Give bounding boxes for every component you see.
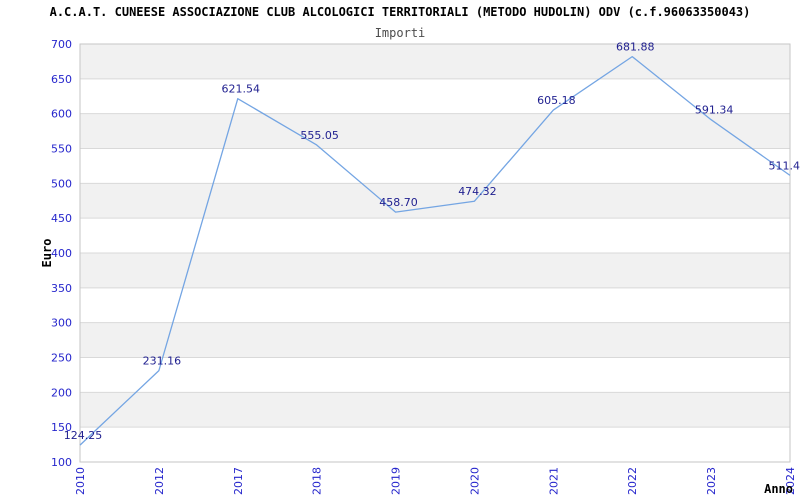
grid-group [80, 78, 790, 428]
y-tick-label: 400 [51, 247, 72, 260]
series-line [79, 55, 791, 446]
y-tick-label: 500 [51, 177, 72, 190]
plot-band [80, 392, 790, 428]
plot-band [80, 44, 790, 79]
y-tick-label: 100 [51, 456, 72, 469]
point-label: 591.34 [695, 104, 734, 117]
point-label: 681.88 [616, 41, 655, 54]
y-tick-label: 150 [51, 421, 72, 434]
y-tick-label: 600 [51, 108, 72, 121]
plot-band [80, 183, 790, 219]
x-tick-label: 2019 [390, 467, 403, 495]
chart-title: A.C.A.T. CUNEESE ASSOCIAZIONE CLUB ALCOL… [49, 5, 751, 19]
x-tick-label: 2020 [468, 467, 481, 495]
point-label: 621.54 [222, 83, 261, 96]
band-group [80, 44, 790, 428]
point-label: 474.32 [458, 185, 497, 198]
y-tick-label: 250 [51, 352, 72, 365]
x-axis-title: Anno [764, 482, 793, 496]
point-label: 458.70 [379, 196, 418, 209]
y-tick-label: 200 [51, 386, 72, 399]
plot-border [79, 43, 791, 463]
x-tick-label: 2012 [153, 467, 166, 495]
y-tick-label: 650 [51, 73, 72, 86]
plot-band [80, 322, 790, 358]
x-tick-labels: 2010 2012 2017 2018 2019 2020 2021 2022 2023 2024 [74, 467, 797, 495]
point-label: 511.4 [769, 159, 800, 172]
x-tick-label: 2018 [311, 467, 324, 495]
chart-layers: 100 150 200 250 300 350 400 450 500 550 600 650 700 2… [51, 38, 800, 495]
x-tick-label: 2024 [784, 467, 797, 495]
x-tick-label: 2010 [74, 467, 87, 495]
y-tick-label: 350 [51, 282, 72, 295]
y-tick-label: 550 [51, 143, 72, 156]
y-tick-labels: 100 150 200 250 300 350 400 450 500 550 600 650 700 [51, 38, 72, 469]
point-label: 231.16 [143, 355, 182, 368]
point-label: 124.25 [64, 429, 103, 442]
x-tick-label: 2017 [232, 467, 245, 495]
point-label: 605.18 [537, 94, 576, 107]
x-tick-label: 2022 [626, 467, 639, 495]
point-label: 555.05 [300, 129, 339, 142]
x-tick-label: 2021 [547, 467, 560, 495]
x-tick-label: 2023 [705, 467, 718, 495]
y-tick-label: 700 [51, 38, 72, 51]
chart-subtitle: Importi [374, 26, 426, 40]
y-tick-label: 450 [51, 212, 72, 225]
plot-band [80, 113, 790, 149]
plot-band [80, 253, 790, 288]
point-labels: 124.25 231.16 621.54 555.05 458.70 474.32 605.… [64, 41, 800, 442]
y-axis-title: Euro [40, 239, 54, 268]
y-tick-label: 300 [51, 317, 72, 330]
